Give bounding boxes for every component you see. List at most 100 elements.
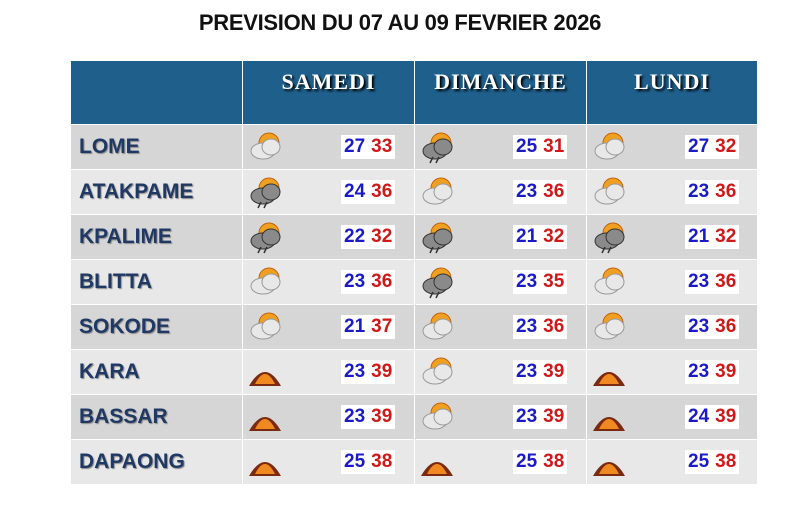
cell-content: 23 39 [243,350,414,394]
forecast-cell: 23 39 [586,349,758,395]
cell-content: 27 32 [587,125,757,169]
forecast-cell: 24 39 [586,394,758,440]
forecast-cell: 23 35 [414,259,587,305]
temps: 21 32 [685,225,740,249]
city-row: SOKODE 21 37 23 36 23 36 [70,304,758,350]
forecast-cell: 27 33 [242,124,415,170]
temps: 23 36 [685,180,740,204]
weather-icon [250,132,281,160]
temps: 23 39 [513,405,568,429]
temps: 21 32 [513,225,568,249]
temp-max: 33 [371,136,393,157]
weather-icon [250,312,281,340]
city-row: DAPAONG 25 38 25 38 25 38 [70,439,758,485]
city-name: BASSAR [70,394,243,440]
temp-max: 36 [543,181,565,202]
temps: 23 39 [341,360,396,384]
temp-max: 38 [543,451,565,472]
forecast-cell: 25 38 [414,439,587,485]
temp-max: 31 [543,136,565,157]
forecast-cell: 27 32 [586,124,758,170]
forecast-cell: 25 38 [242,439,415,485]
city-row: LOME 27 33 25 31 27 32 [70,124,758,170]
weather-icon [422,222,453,254]
temp-min: 23 [688,361,710,382]
weather-icon [421,462,453,476]
temp-min: 25 [516,451,538,472]
city-name: LOME [70,124,243,170]
forecast-cell: 21 37 [242,304,415,350]
temp-min: 21 [344,316,366,337]
temps: 23 36 [341,270,396,294]
forecast-cell: 23 36 [414,304,587,350]
weather-icon [249,372,281,386]
temp-max: 32 [715,226,737,247]
temps: 23 35 [513,270,568,294]
temps: 23 36 [685,315,740,339]
temp-max: 36 [715,271,737,292]
forecast-cell: 23 36 [414,169,587,215]
weather-icon [249,462,281,476]
cell-content: 23 36 [587,305,757,349]
forecast-cell: 23 39 [414,349,587,395]
temp-min: 23 [344,406,366,427]
temp-min: 24 [688,406,710,427]
temp-max: 39 [715,361,737,382]
temps: 25 38 [341,450,396,474]
cell-content: 23 36 [415,305,586,349]
city-name: KPALIME [70,214,243,260]
day-header: LUNDI [586,60,758,125]
temp-min: 25 [688,451,710,472]
weather-icon [594,222,625,254]
temp-min: 23 [688,271,710,292]
temp-max: 39 [371,361,393,382]
temp-min: 23 [516,406,538,427]
temps: 25 38 [513,450,568,474]
temp-min: 23 [688,181,710,202]
temp-max: 39 [543,361,565,382]
day-header: SAMEDI [242,60,415,125]
temp-min: 27 [688,136,710,157]
cell-content: 21 32 [415,215,586,259]
temp-max: 36 [371,181,393,202]
temp-min: 27 [344,136,366,157]
cell-content: 27 33 [243,125,414,169]
cell-content: 21 37 [243,305,414,349]
cell-content: 23 39 [587,350,757,394]
forecast-cell: 24 36 [242,169,415,215]
weather-icon [593,417,625,431]
temp-min: 23 [516,361,538,382]
temps: 23 36 [513,180,568,204]
city-row: BLITTA 23 36 23 35 23 36 [70,259,758,305]
weather-icon [422,177,453,205]
weather-icon [594,267,625,295]
temp-max: 32 [371,226,393,247]
city-row: ATAKPAME 24 36 23 36 23 36 [70,169,758,215]
temps: 24 36 [341,180,396,204]
temps: 23 36 [685,270,740,294]
temp-max: 36 [715,181,737,202]
cell-content: 23 36 [415,170,586,214]
city-name: KARA [70,349,243,395]
temp-min: 25 [344,451,366,472]
temp-min: 24 [344,181,366,202]
weather-icon [594,177,625,205]
weather-icon [593,462,625,476]
forecast-cell: 25 38 [586,439,758,485]
cell-content: 23 39 [243,395,414,439]
temps: 23 39 [341,405,396,429]
temps: 27 33 [341,135,396,159]
temp-min: 23 [344,271,366,292]
forecast-cell: 23 36 [586,169,758,215]
forecast-cell: 23 36 [586,259,758,305]
cell-content: 23 39 [415,395,586,439]
cell-content: 21 32 [587,215,757,259]
forecast-cell: 23 39 [414,394,587,440]
temp-max: 38 [715,451,737,472]
weather-icon [422,132,453,164]
day-header: DIMANCHE [414,60,587,125]
weather-icon [593,372,625,386]
temp-max: 35 [543,271,565,292]
temps: 23 39 [513,360,568,384]
